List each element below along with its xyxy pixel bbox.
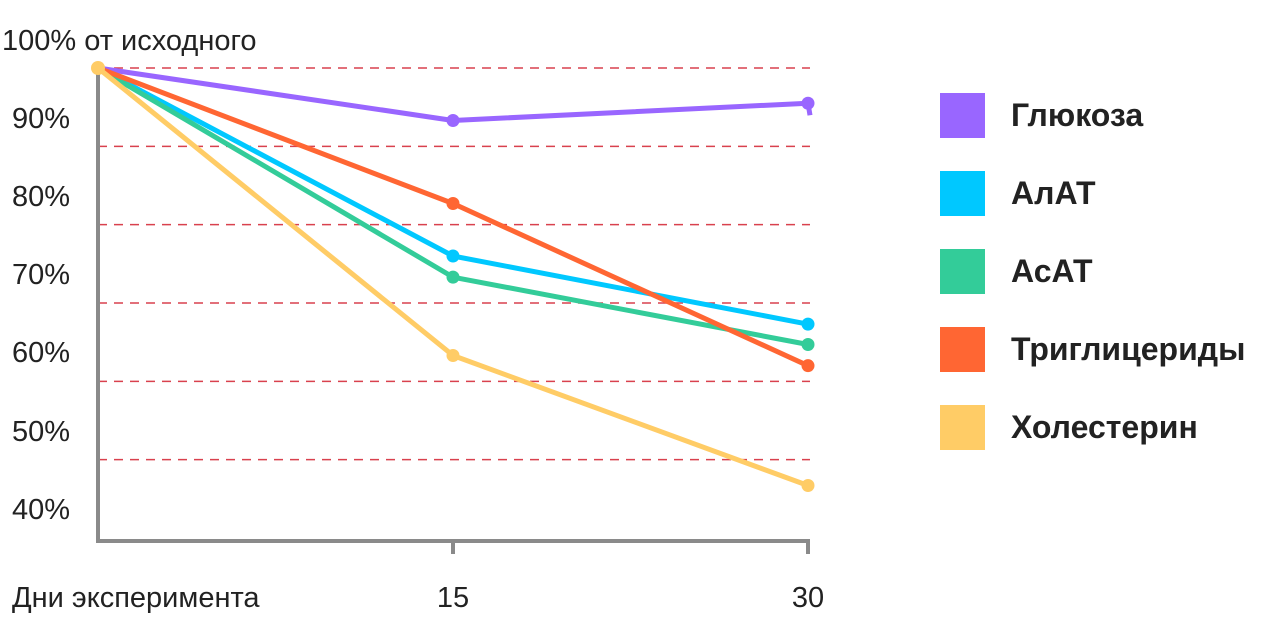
legend-label: Холестерин — [1011, 408, 1198, 445]
y-tick-label-70: 70% — [12, 259, 70, 291]
data-point-0-2 — [801, 96, 815, 110]
legend-swatch — [940, 92, 985, 138]
y-tick-label-60: 60% — [12, 337, 70, 369]
legend-item-alat: АлАТ — [940, 170, 1245, 216]
y-tick-label-50: 50% — [12, 416, 70, 448]
grid-lines — [98, 67, 810, 461]
legend-label: Триглицериды — [1011, 330, 1246, 367]
legend-label: АлАТ — [1011, 174, 1096, 211]
legend-swatch — [940, 248, 985, 294]
data-point-1-2 — [801, 317, 815, 331]
legend-swatch — [940, 404, 985, 450]
legend-item-triglycerides: Триглицериды — [940, 326, 1245, 372]
data-point-4-2 — [801, 479, 815, 493]
data-point-4-1 — [446, 348, 460, 362]
legend-item-cholesterol: Холестерин — [940, 404, 1245, 450]
legend: Глюкоза АлАТ АсАТ Триглицериды Холестери… — [940, 92, 1245, 482]
series-layer — [91, 61, 815, 493]
axes — [96, 68, 810, 554]
data-point-2-2 — [801, 338, 815, 352]
data-point-0-1 — [446, 113, 460, 127]
data-point-3-1 — [446, 197, 460, 211]
data-point-1-1 — [446, 249, 460, 263]
y-tick-label-40: 40% — [12, 494, 70, 526]
y-tick-label-90: 90% — [12, 103, 70, 135]
x-axis-title: Дни эксперимента — [12, 582, 260, 614]
data-point-2-1 — [446, 270, 460, 284]
x-tick-label-30: 30 — [792, 582, 824, 614]
series-line-0 — [97, 65, 813, 123]
legend-label: АсАТ — [1011, 252, 1093, 289]
legend-swatch — [940, 170, 985, 216]
y-tick-label-80: 80% — [12, 181, 70, 213]
x-tick-label-15: 15 — [437, 582, 469, 614]
legend-swatch — [940, 326, 985, 372]
series-line-3 — [97, 65, 812, 369]
data-point-4-0 — [91, 61, 105, 75]
legend-label: Глюкоза — [1011, 96, 1144, 133]
data-point-3-2 — [801, 359, 815, 373]
legend-item-asat: АсАТ — [940, 248, 1245, 294]
axis-labels: 100% от исходного 90% 80% 70% 60% 50% 40… — [2, 25, 824, 614]
y-tick-label-100: 100% от исходного — [2, 25, 257, 57]
legend-item-glucose: Глюкоза — [940, 92, 1245, 138]
